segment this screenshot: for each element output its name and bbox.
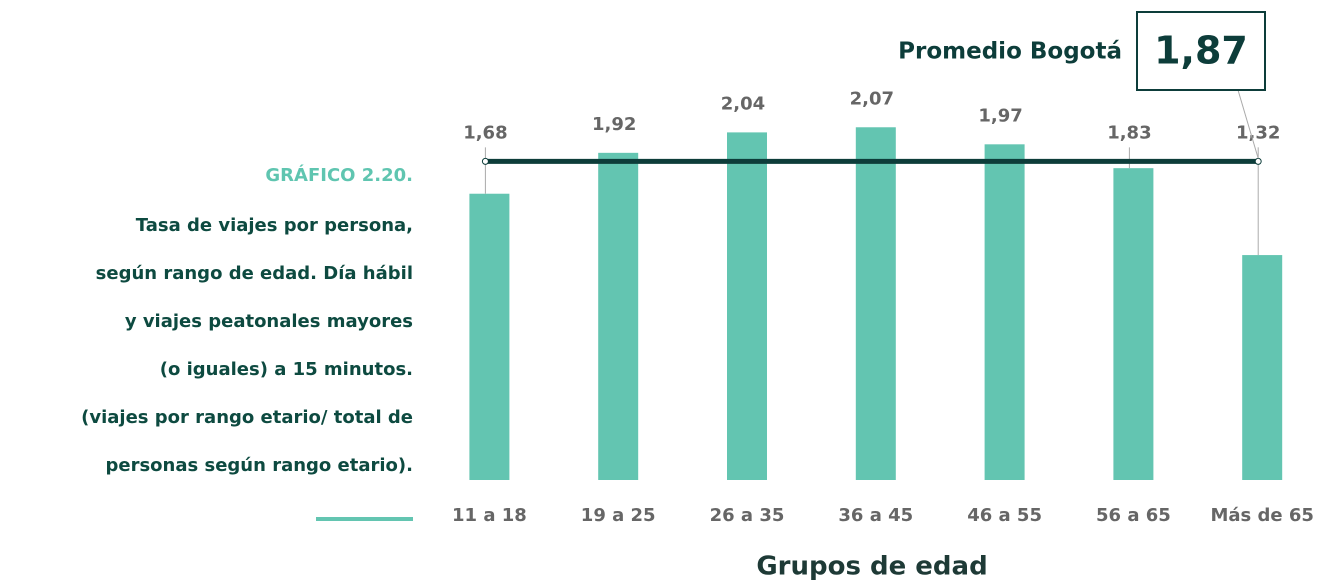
subtitle-line: y viajes peatonales mayores xyxy=(125,311,413,332)
leader-line xyxy=(1237,89,1259,159)
x-tick-label: 56 a 65 xyxy=(1096,505,1171,526)
average-value: 1,87 xyxy=(1154,29,1248,73)
average-box xyxy=(1136,11,1266,91)
subtitle-line: (viajes por rango etario/ total de xyxy=(81,407,413,428)
x-tick-label: 19 a 25 xyxy=(581,505,656,526)
average-end xyxy=(481,157,489,165)
bar xyxy=(984,144,1025,480)
bar xyxy=(727,132,767,480)
value-label: 2,07 xyxy=(850,88,894,109)
x-axis-title: Grupos de edad xyxy=(756,552,987,582)
value-label: 1,83 xyxy=(1107,122,1151,143)
bar xyxy=(469,193,510,480)
value-label: 1,92 xyxy=(592,114,636,135)
bar xyxy=(598,152,639,480)
bar xyxy=(1113,168,1154,480)
value-label: 1,32 xyxy=(1236,122,1280,143)
bar xyxy=(855,127,896,480)
x-tick-label: Más de 65 xyxy=(1210,505,1313,526)
value-label: 1,68 xyxy=(463,122,507,143)
x-tick-label: 11 a 18 xyxy=(452,505,527,526)
x-tick-label: 26 a 35 xyxy=(710,505,785,526)
value-label: 1,97 xyxy=(978,105,1022,126)
bar xyxy=(1242,255,1283,480)
subtitle-line: según rango de edad. Día hábil xyxy=(96,263,413,284)
subtitle-line: (o iguales) a 15 minutos. xyxy=(160,359,413,380)
subtitle-line: personas según rango etario). xyxy=(106,455,414,476)
value-label: 2,04 xyxy=(721,93,765,114)
x-tick-label: 46 a 55 xyxy=(967,505,1042,526)
subtitle-line: Tasa de viajes por persona, xyxy=(136,215,413,236)
average-end xyxy=(1254,157,1262,165)
x-tick-label: 36 a 45 xyxy=(838,505,913,526)
chart-title: GRÁFICO 2.20. xyxy=(265,164,413,186)
average-label: Promedio Bogotá xyxy=(898,39,1122,65)
